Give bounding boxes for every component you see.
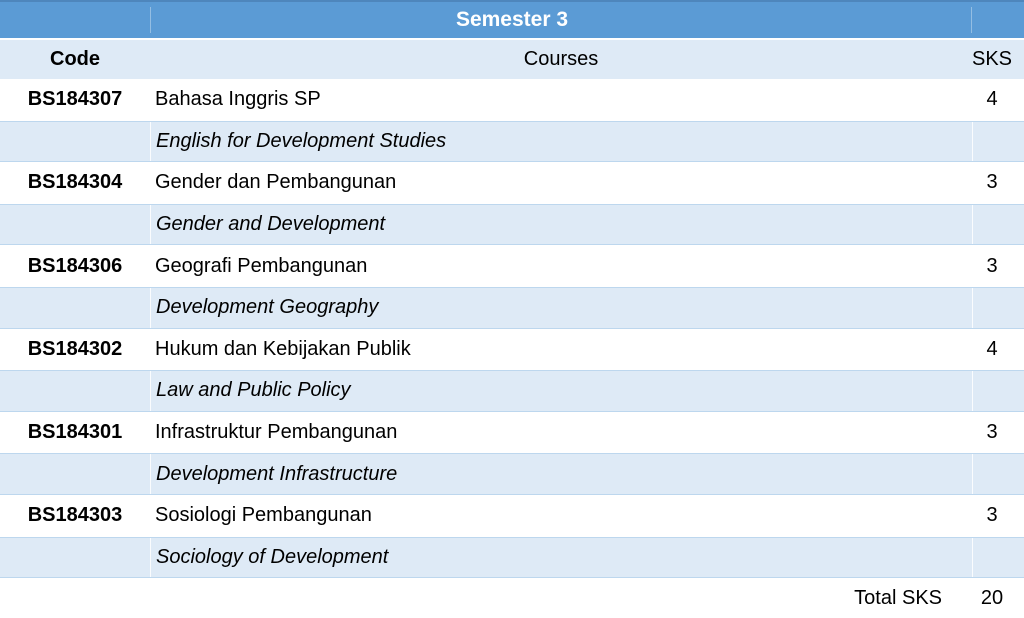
course-translation-cell: Sociology of Development bbox=[150, 537, 972, 578]
course-name-cell: Bahasa Inggris SP bbox=[155, 88, 321, 111]
sks-cell: 3 bbox=[986, 504, 998, 527]
course-translation-cell: English for Development Studies bbox=[150, 121, 972, 162]
code-cell: BS184301 bbox=[27, 421, 123, 444]
course-row: BS184304 Gender dan Pembangunan 3 bbox=[0, 162, 1024, 204]
course-translation-row: Development Geography bbox=[0, 286, 1024, 329]
course-row: BS184303 Sosiologi Pembangunan 3 bbox=[0, 494, 1024, 537]
course-name-cell: Infrastruktur Pembangunan bbox=[155, 421, 398, 444]
header-courses: Courses bbox=[523, 48, 599, 70]
course-name-cell: Geografi Pembangunan bbox=[155, 254, 368, 277]
code-cell: BS184302 bbox=[27, 337, 123, 360]
course-name-cell: Gender dan Pembangunan bbox=[155, 171, 397, 194]
code-cell: BS184304 bbox=[27, 171, 123, 194]
course-row: BS184301 Infrastruktur Pembangunan 3 bbox=[0, 411, 1024, 454]
code-cell: BS184306 bbox=[27, 254, 123, 277]
course-translation-cell: Development Geography bbox=[150, 287, 972, 328]
sks-cell-empty bbox=[972, 287, 1024, 328]
sks-cell: 3 bbox=[986, 171, 998, 194]
total-sks-value: 20 bbox=[980, 586, 1004, 609]
course-name-cell: Hukum dan Kebijakan Publik bbox=[155, 337, 411, 360]
sks-cell: 3 bbox=[986, 421, 998, 444]
course-translation-row: Gender and Development bbox=[0, 203, 1024, 246]
course-name-cell: Sosiologi Pembangunan bbox=[155, 504, 372, 527]
table-title-row: Semester 3 bbox=[0, 0, 1024, 38]
title-column-divider-left bbox=[150, 7, 151, 33]
course-row: BS184307 Bahasa Inggris SP 4 bbox=[0, 79, 1024, 121]
course-row: BS184302 Hukum dan Kebijakan Publik 4 bbox=[0, 328, 1024, 371]
course-translation-row: Development Infrastructure bbox=[0, 453, 1024, 495]
sks-cell: 3 bbox=[986, 254, 998, 277]
sks-cell-empty bbox=[972, 371, 1024, 411]
column-header-row: Code Courses SKS bbox=[0, 38, 1024, 79]
course-translation-row: Sociology of Development bbox=[0, 536, 1024, 579]
sks-cell-empty bbox=[972, 537, 1024, 578]
sks-cell-empty bbox=[972, 454, 1024, 494]
sks-cell-empty bbox=[972, 204, 1024, 245]
sks-cell: 4 bbox=[986, 337, 998, 360]
header-sks: SKS bbox=[972, 48, 1013, 70]
course-translation-cell: Development Infrastructure bbox=[150, 454, 972, 494]
course-row: BS184306 Geografi Pembangunan 3 bbox=[0, 245, 1024, 287]
sks-cell-empty bbox=[972, 121, 1024, 162]
course-translation-cell: Gender and Development bbox=[150, 204, 972, 245]
total-sks-label: Total SKS bbox=[854, 586, 942, 609]
course-translation-row: Law and Public Policy bbox=[0, 370, 1024, 412]
course-translation-row: English for Development Studies bbox=[0, 120, 1024, 163]
header-code: Code bbox=[50, 48, 100, 70]
table-title: Semester 3 bbox=[455, 8, 569, 31]
total-row: Total SKS 20 bbox=[0, 578, 1024, 618]
sks-cell: 4 bbox=[986, 88, 998, 111]
code-cell: BS184303 bbox=[27, 504, 123, 527]
course-translation-cell: Law and Public Policy bbox=[150, 371, 972, 411]
code-cell: BS184307 bbox=[27, 88, 123, 111]
title-column-divider-right bbox=[971, 7, 972, 33]
